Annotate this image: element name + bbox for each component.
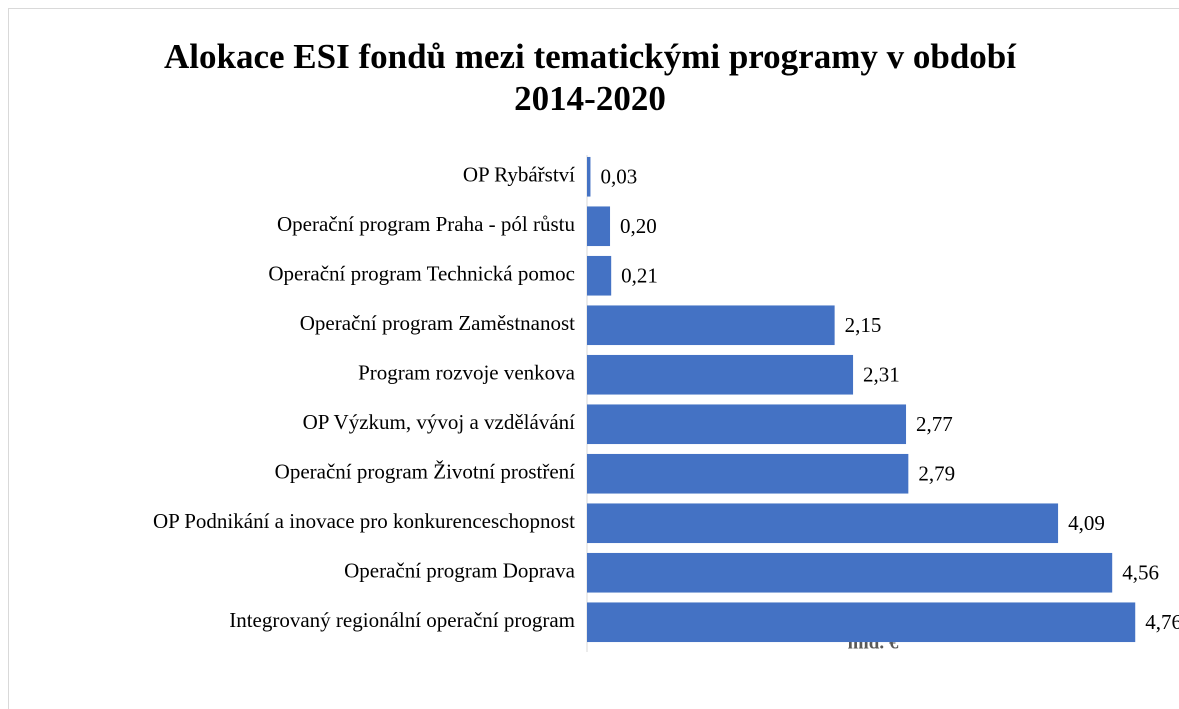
value-label: 2,15 [845, 313, 882, 337]
chart-title: Alokace ESI fondů mezi tematickými progr… [164, 37, 1016, 118]
value-label: 2,31 [863, 363, 900, 387]
bar [587, 255, 612, 296]
bar [587, 552, 1113, 593]
y-tick-label: Operační program Doprava [344, 559, 576, 583]
y-tick-label: Operační program Praha - pól růstu [277, 212, 575, 236]
value-label: 0,03 [600, 165, 637, 189]
bar [587, 453, 909, 494]
bar [587, 602, 1136, 643]
y-tick-label: Program rozvoje venkova [358, 361, 576, 385]
y-tick-label: OP Výzkum, vývoj a vzdělávání [303, 410, 576, 434]
bar [587, 206, 611, 247]
bar [587, 404, 907, 445]
bar [587, 503, 1059, 544]
y-tick-label: OP Rybářství [463, 163, 575, 187]
value-label: 2,77 [916, 412, 953, 436]
y-tick-label: Integrovaný regionální operační program [229, 608, 575, 632]
value-label: 4,76 [1145, 610, 1179, 634]
value-label: 0,21 [621, 264, 658, 288]
y-tick-label: Operační program Životní prostření [275, 460, 575, 484]
bar [587, 305, 835, 346]
y-tick-label: OP Podnikání a inovace pro konkurencesch… [153, 509, 575, 533]
bar [587, 156, 591, 197]
frame [8, 8, 1179, 709]
value-label: 2,79 [918, 462, 955, 486]
value-label: 4,09 [1068, 511, 1105, 535]
value-label: 4,56 [1122, 561, 1159, 585]
value-label: 0,20 [620, 214, 657, 238]
y-tick-label: Operační program Zaměstnanost [300, 311, 575, 335]
bar [587, 354, 854, 395]
y-tick-label: Operační program Technická pomoc [268, 262, 575, 286]
